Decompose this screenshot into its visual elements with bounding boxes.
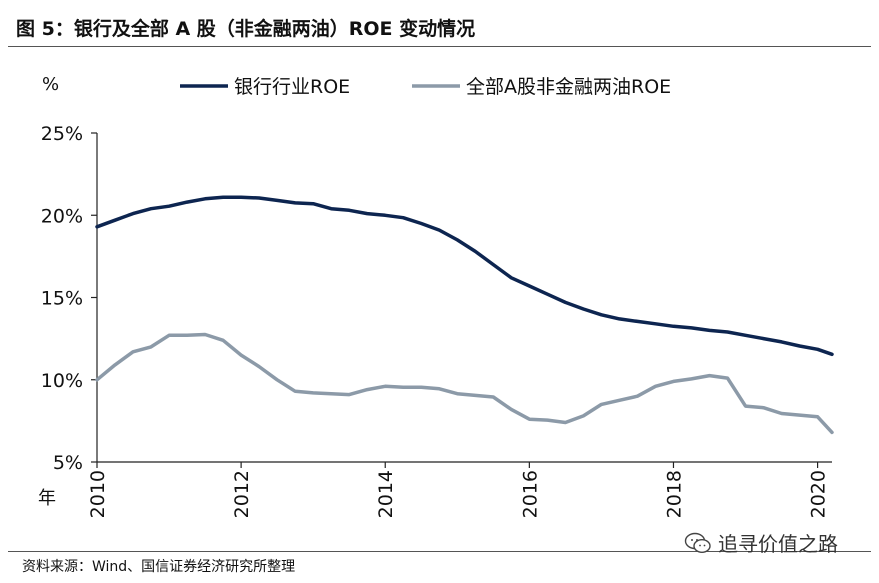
axes: 5% 10% 15% 20% 25% 2010 2012 2014 2016 2018 2020 (41, 123, 832, 518)
y-tick-label: 10% (41, 370, 83, 392)
series-line-1 (95, 332, 834, 435)
y-tick-label: 25% (41, 123, 83, 145)
x-tick-label: 2010 (87, 470, 109, 518)
x-tick-label: 2018 (663, 470, 685, 518)
series-layer (95, 195, 834, 435)
watermark-text: 追寻价值之路 (718, 532, 838, 556)
legend-label-bank: 银行行业ROE (234, 76, 350, 98)
x-tick-label: 2012 (231, 470, 253, 518)
y-tick-label: 5% (53, 452, 83, 474)
footer-divider (8, 551, 871, 552)
y-unit-label: % (42, 74, 59, 95)
legend-label-allA: 全部A股非金融两油ROE (466, 76, 671, 98)
y-tick-label: 15% (41, 288, 83, 310)
legend: 银行行业ROE 全部A股非金融两油ROE (180, 76, 671, 98)
x-tick-label: 2020 (808, 470, 830, 518)
source-note: 资料来源：Wind、国信证券经济研究所整理 (22, 559, 296, 575)
x-tick-label: 2014 (375, 470, 397, 518)
figure-title: 图 5：银行及全部 A 股（非金融两油）ROE 变动情况 (16, 18, 476, 40)
x-unit-label: 年 (38, 488, 56, 509)
title-divider (8, 46, 871, 47)
watermark: 追寻价值之路 (684, 528, 838, 557)
x-tick-label: 2016 (519, 470, 541, 518)
y-tick-label: 20% (41, 205, 83, 227)
series-line-0 (95, 195, 834, 357)
wechat-icon (684, 532, 711, 553)
